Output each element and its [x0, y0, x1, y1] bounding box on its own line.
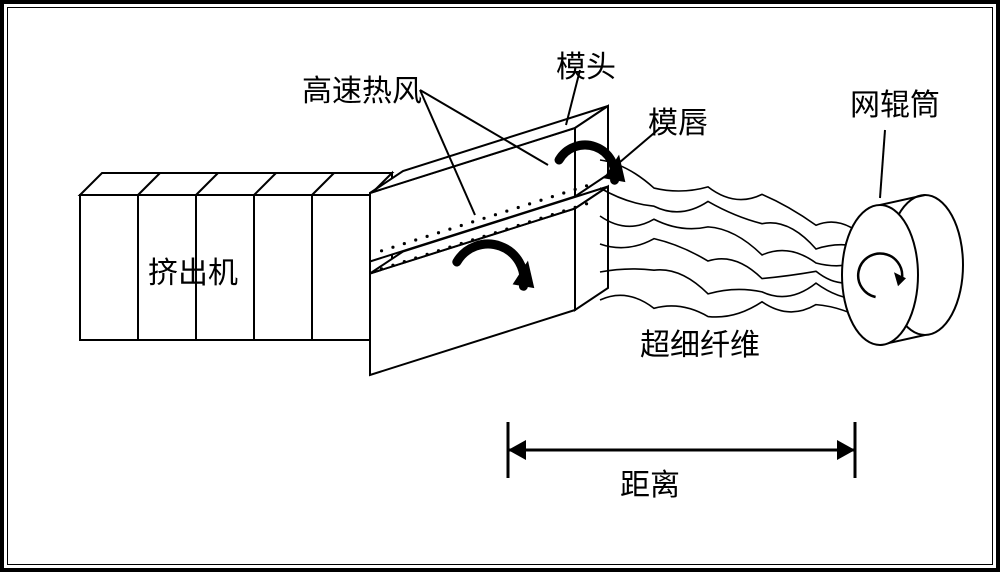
label-die-head: 模头: [556, 42, 616, 86]
label-microfiber: 超细纤维: [640, 320, 760, 364]
label-hot-air: 高速热风: [302, 66, 422, 110]
label-extruder: 挤出机: [148, 248, 238, 292]
label-roller: 网辊筒: [850, 80, 940, 124]
label-distance: 距离: [620, 460, 680, 504]
label-die-lip: 模唇: [648, 98, 708, 142]
